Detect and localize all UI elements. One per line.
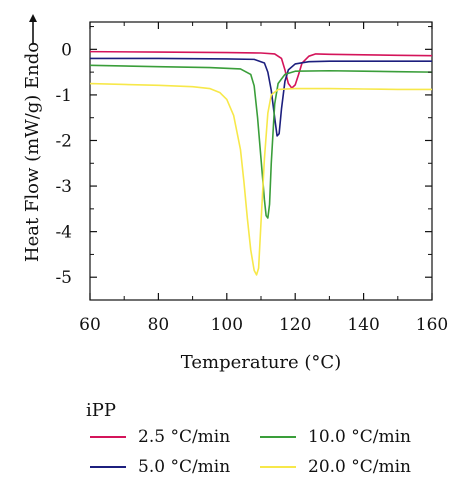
legend-swatch-5-0 — [90, 466, 126, 468]
legend-label-5-0: 5.0 °C/min — [138, 457, 231, 477]
series-line-1 — [90, 57, 432, 137]
y-tick-label: -2 — [55, 131, 72, 151]
legend-swatch-10-0 — [260, 436, 296, 438]
y-tick-label: -1 — [55, 86, 72, 106]
series-line-3 — [89, 82, 432, 276]
legend-title: iPP — [86, 400, 116, 421]
x-tick-label: 60 — [79, 315, 101, 335]
y-axis-arrow-icon — [29, 14, 37, 44]
legend-swatch-2-5 — [90, 436, 126, 438]
x-tick-label: 140 — [347, 315, 379, 335]
x-axis-title: Temperature (°C) — [181, 352, 341, 373]
legend-label-2-5: 2.5 °C/min — [138, 427, 231, 447]
legend-grid: 2.5 °C/min 10.0 °C/min 5.0 °C/min 20.0 °… — [86, 427, 456, 477]
legend-item-10-0: 10.0 °C/min — [256, 427, 446, 447]
y-axis-title: Heat Flow (mW/g) Endo — [22, 42, 43, 262]
x-tick-label: 100 — [211, 315, 243, 335]
series-line-2 — [89, 64, 433, 219]
y-tick-label: -5 — [55, 268, 72, 288]
legend: iPP 2.5 °C/min 10.0 °C/min 5.0 °C/min 20… — [86, 400, 456, 477]
x-tick-label: 160 — [416, 315, 448, 335]
series-line-0 — [89, 50, 433, 89]
y-tick-label: 0 — [61, 40, 72, 60]
legend-label-20-0: 20.0 °C/min — [308, 457, 411, 477]
x-tick-label: 80 — [148, 315, 170, 335]
legend-swatch-20-0 — [260, 466, 296, 468]
legend-label-10-0: 10.0 °C/min — [308, 427, 411, 447]
y-tick-label: -3 — [55, 177, 72, 197]
legend-item-5-0: 5.0 °C/min — [86, 457, 256, 477]
tick-layer: 60 80 100 120 140 160 0 -1 -2 -3 -4 -5 — [55, 22, 448, 335]
legend-item-20-0: 20.0 °C/min — [256, 457, 446, 477]
legend-item-2-5: 2.5 °C/min — [86, 427, 256, 447]
y-tick-label: -4 — [55, 223, 72, 243]
x-tick-label: 120 — [279, 315, 311, 335]
series-layer — [89, 50, 433, 276]
chart-canvas: 60 80 100 120 140 160 0 -1 -2 -3 -4 -5 Temperature … — [22, 14, 448, 373]
